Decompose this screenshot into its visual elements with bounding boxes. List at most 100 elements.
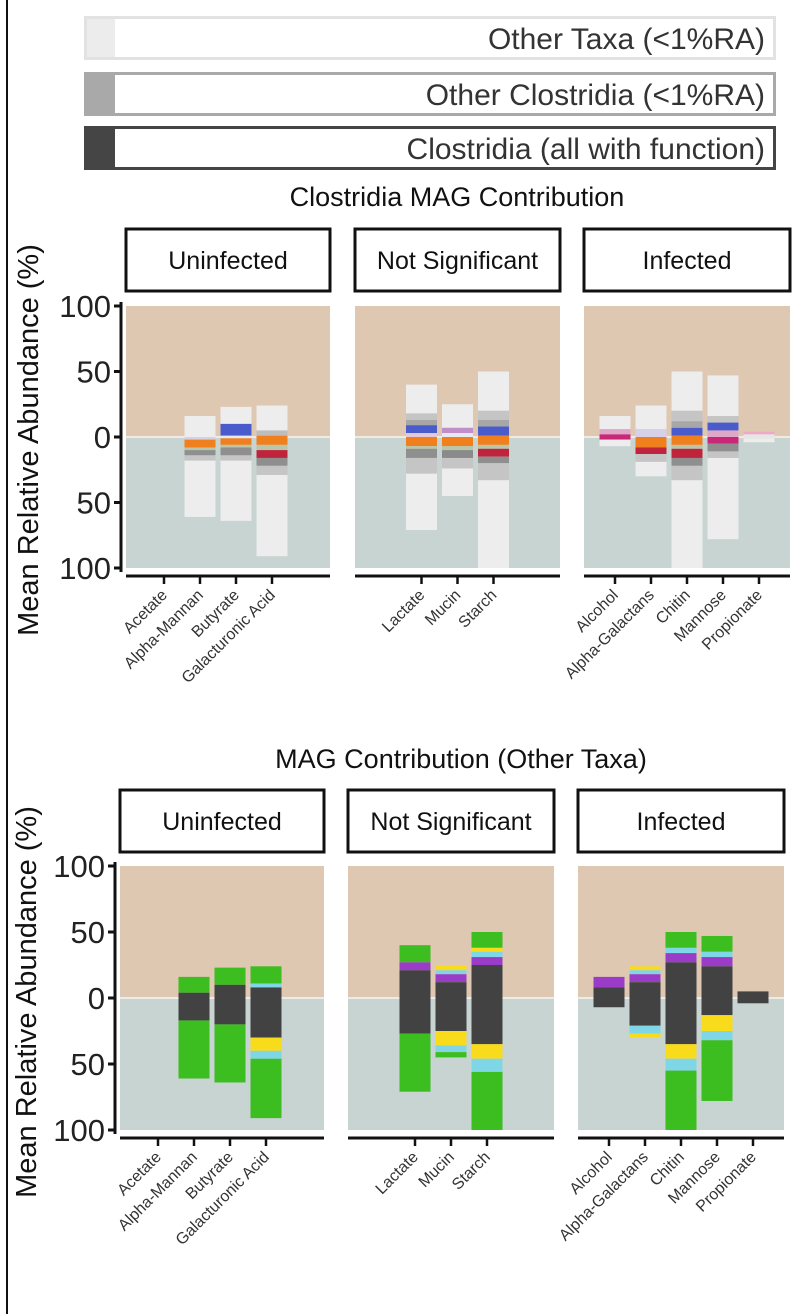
legend-swatch-other-taxa xyxy=(87,19,115,57)
bar-segment xyxy=(406,457,437,474)
bar-mannose xyxy=(701,935,733,1101)
legend-swatch-clostridia xyxy=(87,129,115,167)
bar-segment xyxy=(442,433,473,437)
bar-segment xyxy=(593,976,625,988)
bar-segment xyxy=(399,1033,431,1092)
bar-segment xyxy=(478,456,509,464)
panel-strip-label: Not Significant xyxy=(370,808,531,836)
bar-segment xyxy=(178,976,210,993)
bar-segment xyxy=(214,984,246,1025)
bar-segment xyxy=(701,935,733,952)
y-axis-label: Mean Relative Abundance (%) xyxy=(13,244,45,636)
bar-segment xyxy=(707,416,739,423)
bar-segment xyxy=(256,457,288,466)
bar-segment xyxy=(184,460,216,517)
bar-segment xyxy=(707,443,739,452)
legend-label-other-clostridia: Other Clostridia (<1%RA) xyxy=(425,79,765,112)
bar-segment xyxy=(220,460,252,521)
bar-segment xyxy=(665,953,697,963)
bar-segment xyxy=(406,473,437,531)
chart-title: MAG Contribution (Other Taxa) xyxy=(275,744,647,774)
bar-segment xyxy=(707,375,739,417)
chart-title: Clostridia MAG Contribution xyxy=(290,182,625,212)
bar-segment xyxy=(406,425,437,434)
bar-segment xyxy=(178,1020,210,1079)
bar-segment xyxy=(478,480,509,568)
bar-segment xyxy=(743,434,775,439)
bar-segment xyxy=(665,1070,697,1130)
figure-left-border xyxy=(6,0,8,1314)
bar-segment xyxy=(478,444,509,449)
bar-segment xyxy=(256,405,288,431)
legend-item-clostridia: Clostridia (all with function) xyxy=(84,126,776,170)
y-tick-label: 100 xyxy=(59,551,111,586)
bar-alpha-mannan xyxy=(178,976,210,1079)
bar-segment xyxy=(707,451,739,458)
bar-segment xyxy=(701,951,733,958)
bar-starch xyxy=(471,932,503,1130)
bar-segment xyxy=(435,970,467,975)
panel-strip xyxy=(582,227,792,293)
bar-segment xyxy=(406,433,437,437)
bar-segment xyxy=(629,970,661,975)
y-tick-label: 100 xyxy=(59,289,111,324)
bar-mucin xyxy=(435,965,467,1058)
legend-item-other-taxa: Other Taxa (<1%RA) xyxy=(84,16,776,60)
panel-uninfected: UninfectedAcetateAlpha-MannanButyrateGal… xyxy=(114,788,326,1249)
bar-alpha-mannan xyxy=(184,416,216,517)
bar-segment xyxy=(442,437,473,447)
bar-segment xyxy=(478,410,509,420)
bar-segment xyxy=(220,444,252,448)
panel-strip xyxy=(118,788,326,854)
bar-segment xyxy=(635,405,667,430)
bar-segment xyxy=(406,419,437,426)
bar-segment xyxy=(471,1071,503,1130)
bar-segment xyxy=(435,974,467,983)
bar-segment xyxy=(635,437,667,448)
y-axis-label: Mean Relative Abundance (%) xyxy=(11,806,43,1198)
bar-segment xyxy=(256,474,288,557)
bar-segment xyxy=(406,384,437,414)
bar-segment xyxy=(478,463,509,481)
bar-segment xyxy=(250,1058,282,1119)
bar-segment xyxy=(435,1052,467,1058)
bar-segment xyxy=(478,435,509,445)
chart-clostridia-mag-contribution: Clostridia MAG Contribution Mean Relative… xyxy=(13,182,792,687)
bar-alpha-galactans xyxy=(635,405,667,477)
bar-segment xyxy=(707,422,739,431)
bar-segment xyxy=(442,450,473,458)
bar-segment xyxy=(665,1044,697,1059)
bar-segment xyxy=(471,947,503,952)
bar-segment xyxy=(635,429,667,437)
bar-segment xyxy=(671,457,703,466)
panel-strip-label: Infected xyxy=(643,247,732,275)
bar-segment xyxy=(665,932,697,948)
panel-strip xyxy=(353,227,562,293)
y-tick-label: 0 xyxy=(94,420,111,455)
bar-segment xyxy=(743,431,775,435)
bar-galacturonic-acid xyxy=(250,966,282,1119)
y-tick-label: 100 xyxy=(53,849,105,884)
bar-segment xyxy=(635,454,667,462)
panel-strip xyxy=(346,788,556,854)
bar-segment xyxy=(435,1045,467,1053)
bar-segment xyxy=(406,448,437,458)
bar-chitin xyxy=(665,932,697,1130)
panel-strip-label: Infected xyxy=(637,808,726,836)
legend-swatch-other-clostridia xyxy=(87,75,115,113)
bar-lactate xyxy=(399,945,431,1092)
bar-segment xyxy=(471,965,503,1045)
y-tick-label: 50 xyxy=(77,355,111,390)
bar-segment xyxy=(478,448,509,457)
bar-segment xyxy=(250,983,282,988)
bar-segment xyxy=(671,444,703,449)
bar-segment xyxy=(471,951,503,958)
bar-segment xyxy=(250,1050,282,1059)
bar-segment xyxy=(220,447,252,456)
bar-segment xyxy=(184,455,216,461)
bar-segment xyxy=(629,1025,661,1034)
bar-segment xyxy=(707,437,739,444)
